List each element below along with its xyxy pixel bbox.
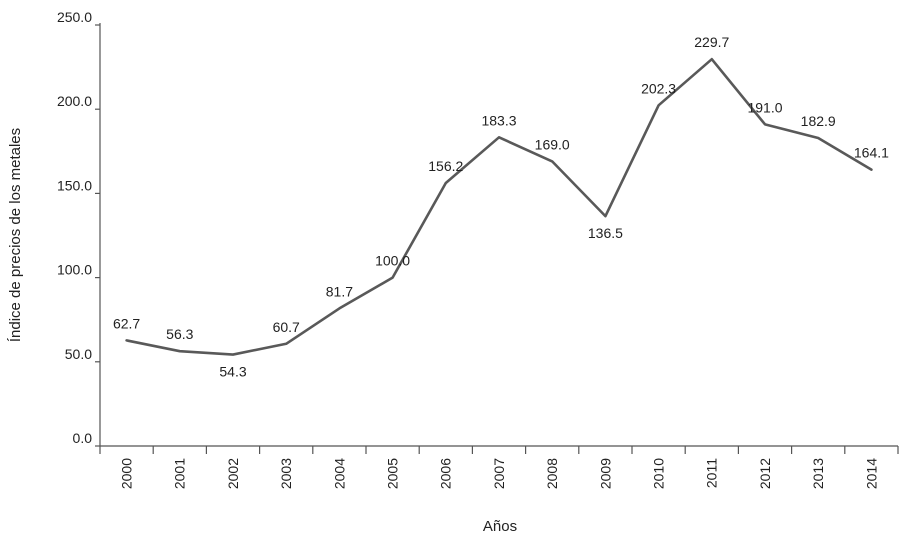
data-label: 62.7: [113, 315, 140, 331]
y-tick-label: 100.0: [57, 262, 92, 278]
x-tick-label: 2014: [863, 458, 879, 489]
data-label: 81.7: [326, 283, 353, 299]
data-label: 164.1: [854, 145, 889, 161]
y-tick-label: 0.0: [73, 430, 93, 446]
series-line: [125, 57, 873, 356]
x-tick-label: 2012: [757, 458, 773, 489]
x-tick-label: 2002: [225, 458, 241, 489]
data-label: 54.3: [219, 364, 246, 380]
x-tick-label: 2007: [491, 458, 507, 489]
y-tick-label: 150.0: [57, 177, 92, 193]
data-label: 60.7: [273, 319, 300, 335]
x-tick-label: 2005: [385, 458, 401, 489]
y-axis-title: Índice de precios de los metales: [7, 128, 24, 342]
x-tick-label: 2003: [278, 458, 294, 489]
y-tick-label: 250.0: [57, 9, 92, 25]
data-label: 100.0: [375, 253, 410, 269]
data-label: 182.9: [801, 113, 836, 129]
x-tick-label: 2004: [331, 458, 347, 489]
data-label: 156.2: [428, 158, 463, 174]
x-tick-label: 2009: [597, 458, 613, 489]
y-tick-label: 200.0: [57, 93, 92, 109]
series: [125, 57, 873, 356]
data-label: 136.5: [588, 225, 623, 241]
x-tick-label: 2011: [704, 458, 720, 488]
data-label: 202.3: [641, 80, 676, 96]
x-tick-label: 2000: [118, 458, 134, 489]
data-label: 169.0: [535, 136, 570, 152]
x-tick-label: 2010: [651, 458, 667, 489]
y-axis: 0.0 50.0 100.0 150.0 200.0 250.0: [57, 9, 101, 447]
data-label: 229.7: [694, 34, 729, 50]
x-tick-label: 2001: [172, 458, 188, 489]
data-label: 191.0: [747, 99, 782, 115]
y-tick-label: 50.0: [65, 346, 92, 362]
data-label: 56.3: [166, 326, 193, 342]
data-label: 183.3: [481, 112, 516, 128]
data-labels: 62.7 56.3 54.3 60.7 81.7 100.0 156.2 183.3 169.0…: [113, 34, 889, 379]
x-axis: 2000 2001 2002 2003 2004 2005 2006 2007 2008 2009…: [99, 445, 899, 489]
x-tick-label: 2006: [438, 458, 454, 489]
x-tick-label: 2013: [810, 458, 826, 489]
x-axis-title: Años: [483, 518, 517, 535]
x-tick-label: 2008: [544, 458, 560, 489]
